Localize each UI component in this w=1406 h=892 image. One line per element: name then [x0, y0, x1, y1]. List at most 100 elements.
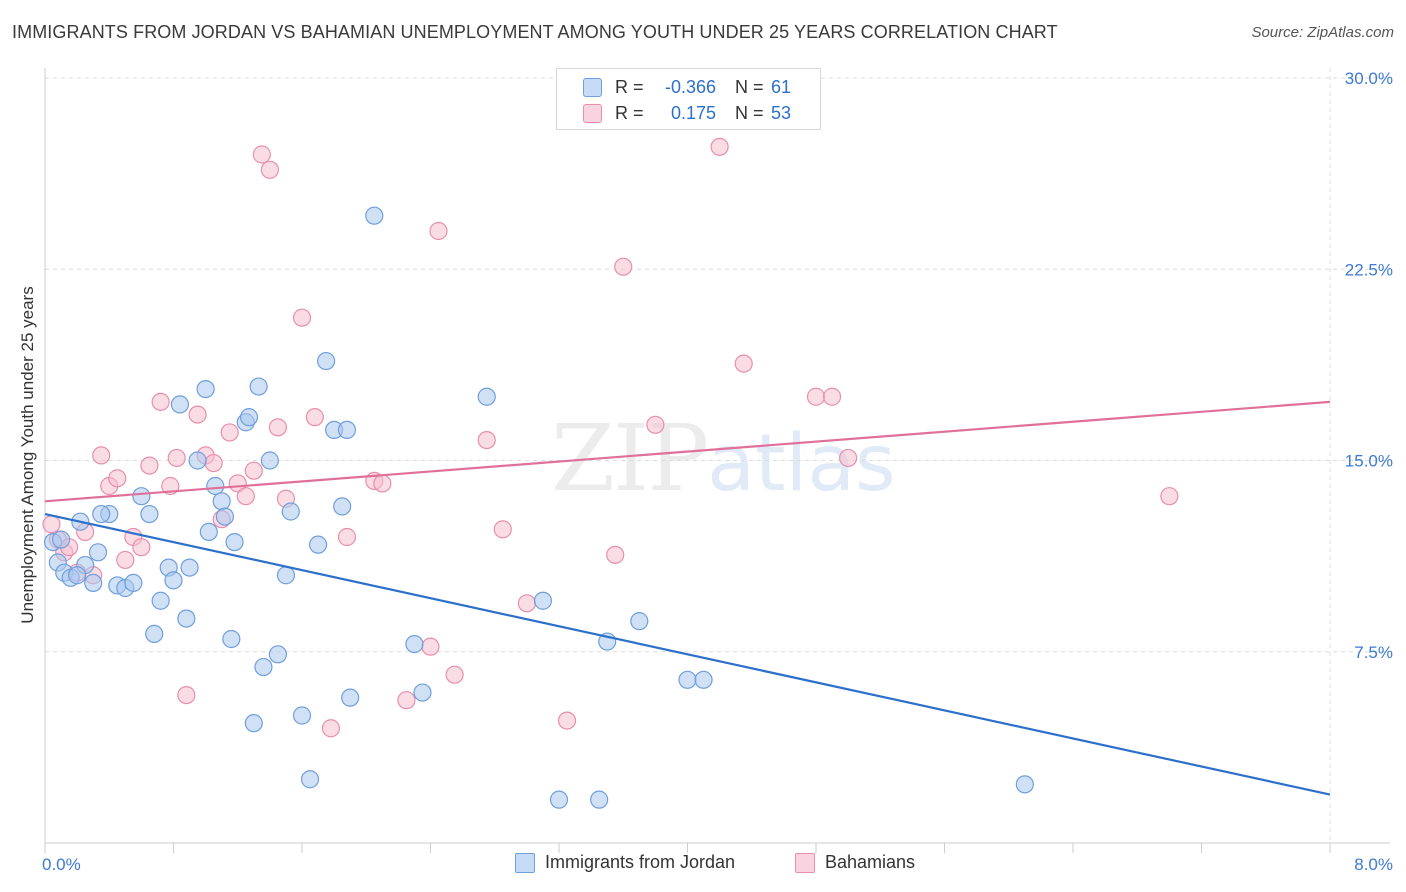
jordan-point [405, 634, 424, 654]
jordan-point [225, 532, 244, 552]
jordan-point [177, 609, 196, 628]
jordan-point [260, 451, 279, 470]
axis-layer [44, 68, 1390, 853]
jordan-trend-line [44, 512, 1331, 796]
bahamians-point [116, 550, 135, 570]
jordan-point [694, 670, 713, 689]
jordan-point [249, 377, 268, 396]
bahamians-point [220, 423, 239, 442]
bahamians-swatch [583, 104, 602, 123]
bahamians-point [252, 145, 271, 164]
bahamians-point [397, 691, 416, 710]
bahamians-point [445, 665, 464, 684]
jordan-swatch [583, 78, 602, 97]
bahamians-point [421, 637, 440, 656]
y-tick-label: 30.0% [1345, 69, 1393, 88]
bahamians-point [614, 257, 633, 276]
jordan-point [88, 543, 108, 562]
bahamians-point [734, 354, 753, 373]
bahamians-point [167, 448, 186, 468]
stats-legend: R = -0.366 N = 61 R = 0.175 N = 53 [556, 68, 821, 130]
jordan-point [222, 629, 241, 649]
jordan-point [92, 504, 111, 524]
bahamians-point [822, 387, 842, 406]
bahamians-r-label: R = [615, 103, 644, 123]
legend-swatch-bahamians [795, 852, 815, 873]
bahamians-point [839, 448, 858, 468]
bahamians-n-label: N = [735, 103, 764, 123]
jordan-point [590, 790, 609, 809]
bahamians-point [373, 474, 392, 493]
bahamians-point [429, 221, 448, 241]
bahamians-point [188, 405, 207, 424]
stats-row-jordan: R = -0.366 N = 61 [557, 74, 820, 102]
jordan-point [533, 591, 553, 610]
jordan-point [413, 683, 432, 702]
stats-row-bahamians: R = 0.175 N = 53 [557, 100, 820, 128]
legend-item-bahamians[interactable]: Bahamians [795, 852, 915, 873]
legend-label-jordan: Immigrants from Jordan [545, 852, 736, 872]
jordan-point [300, 770, 320, 789]
watermark-zip: ZIP [551, 405, 709, 512]
trend-layer [44, 400, 1331, 796]
points-layer [42, 137, 1179, 809]
jordan-r-label: R = [615, 77, 644, 97]
bahamians-point [151, 392, 170, 411]
jordan-n-label: N = [735, 77, 764, 97]
y-tick-label: 22.5% [1345, 260, 1393, 279]
bahamians-point [477, 431, 496, 450]
bottom-legend: Immigrants from Jordan Bahamians [0, 852, 1406, 878]
jordan-point [292, 706, 312, 725]
bahamians-point [268, 418, 288, 437]
bahamians-point [806, 387, 826, 406]
jordan-point [51, 530, 71, 549]
bahamians-trend-line [44, 400, 1331, 503]
jordan-point [212, 492, 231, 511]
jordan-point [1015, 775, 1034, 794]
jordan-point [206, 476, 225, 496]
bahamians-point [1160, 487, 1179, 506]
jordan-point [132, 487, 151, 506]
jordan-point [215, 507, 234, 526]
jordan-point [196, 380, 215, 399]
jordan-point [145, 624, 164, 644]
watermark: ZIPatlas [551, 405, 896, 512]
bahamians-point [236, 487, 255, 506]
bahamians-r-value: 0.175 [670, 103, 716, 123]
jordan-point [337, 420, 357, 439]
bahamians-point [606, 545, 625, 564]
bahamians-point [337, 527, 357, 547]
jordan-point [365, 206, 384, 225]
bahamians-point [321, 719, 341, 738]
jordan-point [678, 670, 697, 689]
bahamians-point [132, 538, 151, 557]
bahamians-n-value: 53 [771, 103, 792, 123]
jordan-point [281, 502, 300, 521]
legend-item-jordan[interactable]: Immigrants from Jordan [515, 852, 735, 873]
jordan-n-value: 61 [771, 77, 792, 97]
jordan-point [199, 522, 218, 542]
jordan-point [124, 573, 143, 593]
x-tick-label: 0.0% [42, 855, 81, 874]
legend-swatch-jordan [515, 852, 535, 873]
jordan-point [549, 790, 569, 809]
y-axis-label: Unemployment Among Youth under 25 years [18, 286, 37, 624]
jordan-point [341, 688, 360, 707]
jordan-point [316, 351, 336, 371]
jordan-point [268, 645, 288, 664]
jordan-point [140, 504, 159, 524]
bahamians-point [260, 160, 279, 179]
tick-label-layer: 7.5% 15.0% 22.5% 30.0% 0.0% 8.0% [42, 69, 1393, 874]
legend-label-bahamians: Bahamians [825, 852, 916, 872]
bahamians-point [92, 446, 111, 465]
jordan-point [84, 573, 103, 593]
jordan-point [239, 408, 259, 427]
bahamians-point [244, 461, 263, 480]
bahamians-point [493, 520, 512, 539]
jordan-point [333, 497, 352, 516]
watermark-atlas: atlas [707, 419, 896, 509]
jordan-point [164, 571, 183, 590]
jordan-r-value: -0.366 [664, 77, 716, 97]
jordan-point [188, 451, 207, 470]
